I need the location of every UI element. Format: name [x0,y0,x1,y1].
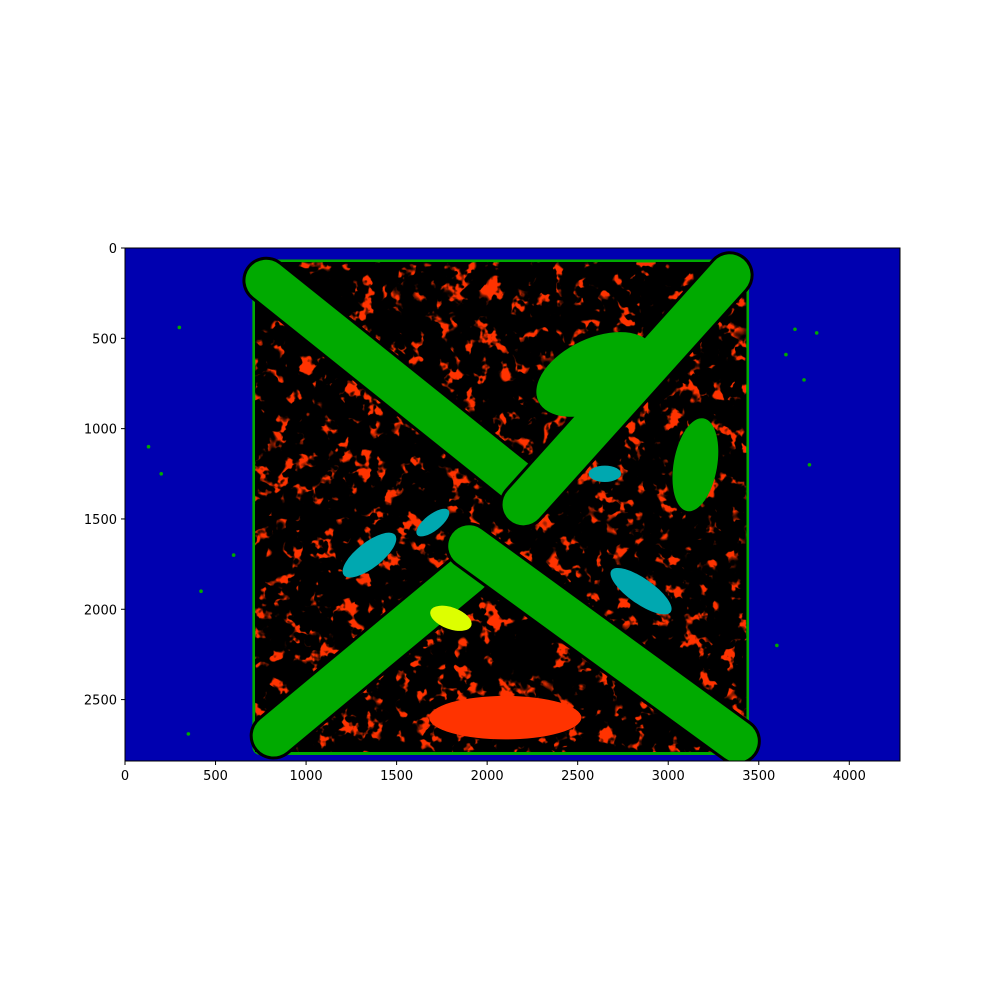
y-tick-label: 500 [92,332,117,347]
patch-8 [672,418,719,512]
patch-5 [430,605,472,631]
x-tick-label: 2000 [471,769,504,784]
x-tick-label: 4000 [833,769,866,784]
y-tick-label: 0 [109,242,117,257]
speck-0 [177,325,182,330]
plot-area [125,248,900,761]
plot-frame [124,247,901,762]
speck-11 [793,327,797,332]
patch-6 [429,695,582,740]
speck-4 [199,589,203,594]
patch-3 [588,465,622,482]
speck-8 [802,378,806,382]
x-tick-label: 3500 [742,769,775,784]
speck-9 [814,331,819,335]
stripe-d [448,525,758,761]
x-tick-label: 1000 [290,769,323,784]
patch-4 [490,638,556,671]
x-tick-label: 3000 [652,769,685,784]
x-tick-label: 2500 [561,769,594,784]
patch-0 [342,532,397,578]
speck-1 [146,444,151,449]
stripe-a [245,259,545,508]
speck-6 [775,643,779,648]
speck-10 [807,462,812,467]
y-axis: 0 500 1000 1500 2000 2500 [84,242,125,709]
patch-1 [416,508,450,537]
patch-7 [536,332,656,417]
x-axis: 0 500 1000 1500 2000 2500 3000 3500 4000 [121,761,866,784]
x-tick-label: 500 [203,769,228,784]
stripe-c [252,552,490,757]
speck-3 [186,732,191,736]
y-tick-label: 2000 [84,603,117,618]
speck-5 [231,553,236,557]
patch-2 [610,567,672,615]
y-tick-label: 2500 [84,694,117,709]
speck-7 [784,352,788,357]
x-tick-label: 1500 [380,769,413,784]
x-tick-label: 0 [121,769,129,784]
speck-2 [159,471,164,476]
y-tick-label: 1000 [84,423,117,438]
y-tick-label: 1500 [84,513,117,528]
